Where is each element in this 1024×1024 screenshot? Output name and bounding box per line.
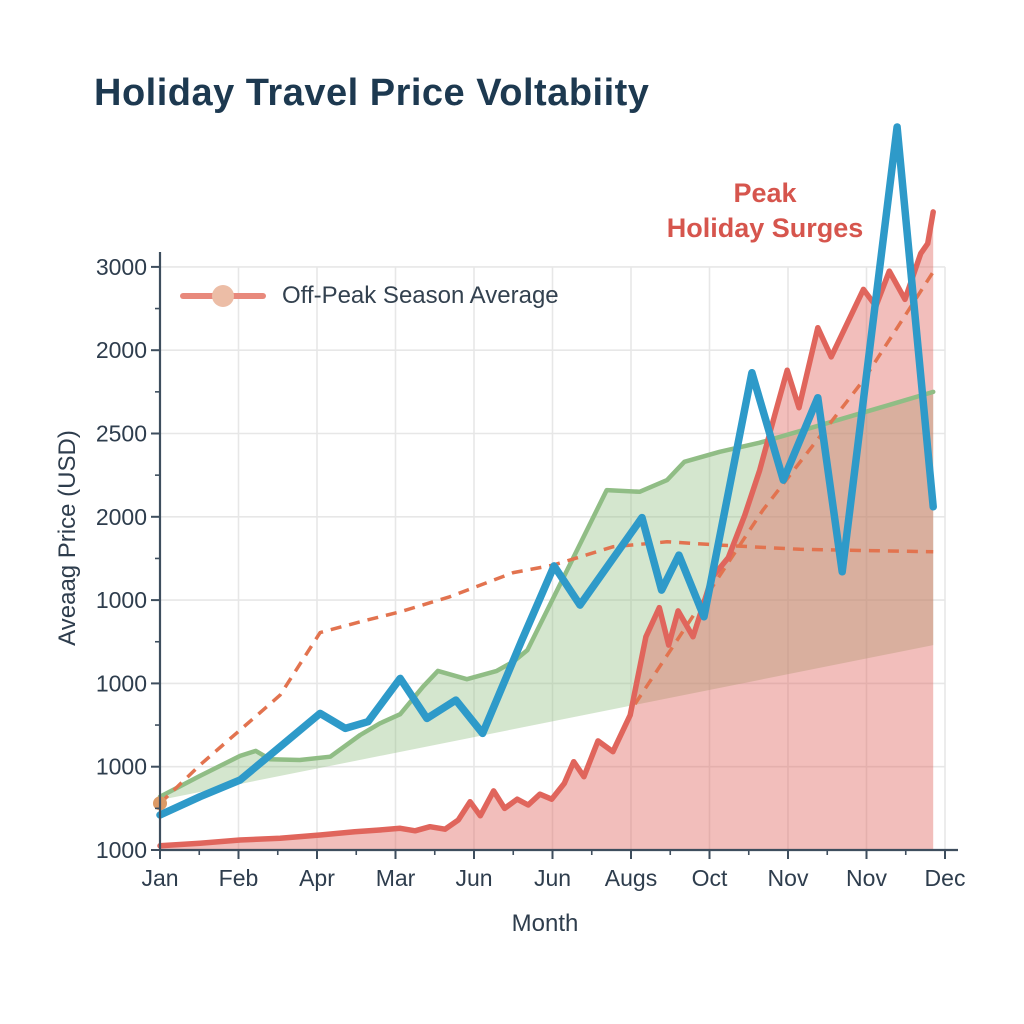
legend-label: Off-Peak Season Average [282,282,559,309]
y-axis-label: Aveaag Price (USD) [54,430,81,646]
x-tick-label: Augs [605,865,657,891]
y-tick-label: 1000 [96,670,147,696]
legend-marker-icon [180,285,266,307]
holiday-surge-fill [160,211,934,850]
x-tick-label: Mar [376,865,416,891]
off-peak-average-line [158,540,934,805]
x-tick-label: Dec [925,865,966,891]
chart-title: Holiday Travel Price Voltabiity [94,72,650,114]
baseline-band-fill [160,391,934,800]
x-tick-label: Nov [768,865,809,891]
volatile-price-line [156,123,937,819]
holiday-surge-line [157,209,936,849]
y-tick-label: 3000 [96,254,147,280]
y-tick-label: 2500 [96,421,147,447]
x-axis-label: Month [511,910,579,937]
y-tick-label: 2000 [96,337,147,363]
x-tick-label: Jan [141,865,178,891]
x-tick-label: Apr [299,865,335,891]
y-tick-label: 1000 [96,837,147,863]
y-tick-label: 2000 [96,504,147,530]
annotation-line-2: Holiday Surges [666,213,864,244]
y-tick-label: 1000 [96,754,147,780]
peak-holiday-annotation: Peak Holiday Surges [615,176,915,246]
baseline-band-upper-line [157,389,936,799]
legend-dot-marker [212,285,234,307]
x-tick-label: Jun [455,865,492,891]
x-tick-label: Feb [219,865,259,891]
x-tick-label: Jun [534,865,571,891]
x-tick-label: Oct [692,865,728,891]
x-tick-label: Nov [846,865,887,891]
annotation-line-1: Peak [733,178,797,208]
legend: Off-Peak Season Average [180,282,559,310]
y-tick-label: 1000 [96,587,147,613]
